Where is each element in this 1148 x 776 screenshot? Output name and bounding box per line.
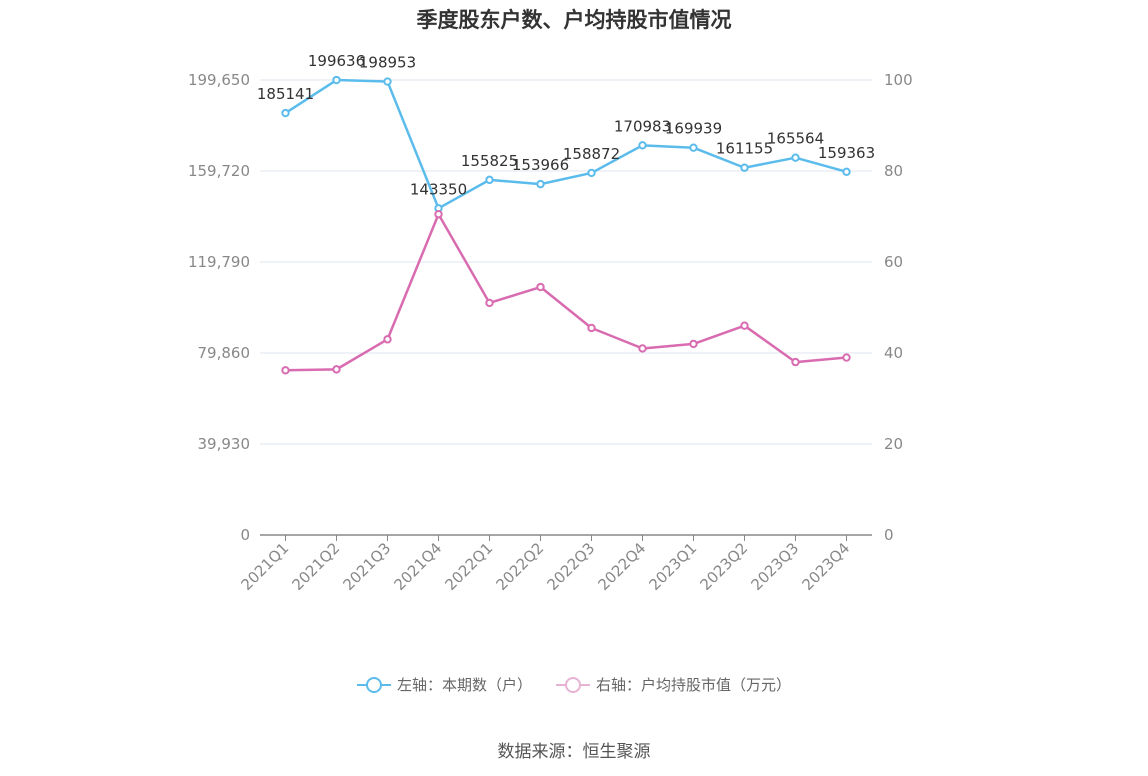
chart-plot: 0 39,930 79,860 119,790 159,720 199,650 0 20 40 6… bbox=[188, 52, 913, 594]
data-label: 155825 bbox=[461, 152, 518, 170]
data-point-avg-holding-value bbox=[587, 323, 596, 333]
legend-swatch-left bbox=[356, 675, 391, 695]
x-axis-tick-label: 2023Q4 bbox=[799, 539, 854, 594]
data-point-shareholders bbox=[740, 163, 749, 172]
x-axis-tick-label: 2021Q2 bbox=[289, 539, 344, 594]
data-point-avg-holding-value bbox=[842, 353, 851, 362]
left-axis-tick-label: 119,790 bbox=[188, 253, 250, 271]
x-axis-tick-label: 2022Q3 bbox=[544, 539, 599, 594]
data-point-avg-holding-value bbox=[740, 321, 749, 330]
legend: 左轴：本期数（户） 右轴：户均持股市值（万元） bbox=[0, 674, 1148, 695]
left-axis-tick-label: 39,930 bbox=[198, 435, 251, 453]
legend-item-right-series[interactable]: 右轴：户均持股市值（万元） bbox=[556, 674, 791, 695]
right-axis-tick-label: 0 bbox=[884, 526, 894, 544]
left-axis-tick-label: 0 bbox=[240, 526, 250, 544]
data-point-avg-holding-value bbox=[689, 339, 698, 349]
data-point-avg-holding-value bbox=[791, 357, 800, 367]
right-axis-tick-label: 20 bbox=[884, 435, 903, 453]
legend-label-left: 左轴：本期数（户） bbox=[396, 676, 532, 694]
data-point-avg-holding-value bbox=[638, 344, 647, 353]
legend-label-right: 右轴：户均持股市值（万元） bbox=[596, 676, 792, 694]
data-point-avg-holding-value bbox=[536, 282, 545, 292]
data-label: 158872 bbox=[563, 145, 620, 163]
right-axis-tick-label: 60 bbox=[884, 253, 903, 271]
series-line-avg-holding-value bbox=[285, 212, 847, 372]
x-axis-tick-label: 2021Q1 bbox=[238, 539, 293, 594]
source-note: 数据来源：恒生聚源 bbox=[497, 742, 651, 762]
x-axis-tick-label: 2021Q3 bbox=[340, 539, 395, 594]
x-axis-tick-label: 2023Q1 bbox=[646, 539, 701, 594]
data-point-shareholders bbox=[842, 167, 851, 177]
right-axis-tick-label: 40 bbox=[884, 344, 903, 362]
data-point-shareholders bbox=[383, 77, 392, 86]
data-point-avg-holding-value bbox=[434, 210, 443, 219]
data-point-shareholders bbox=[332, 75, 341, 85]
data-label: 198953 bbox=[359, 54, 416, 72]
chart-title: 季度股东户数、户均持股市值情况 bbox=[416, 8, 732, 32]
series-line-shareholders bbox=[284, 78, 847, 210]
data-point-shareholders bbox=[791, 153, 800, 162]
left-axis-tick-label: 79,860 bbox=[198, 344, 251, 362]
x-axis-tick-label: 2022Q2 bbox=[493, 539, 548, 594]
data-point-avg-holding-value bbox=[332, 365, 341, 374]
x-axis-tick-label: 2023Q3 bbox=[748, 539, 803, 594]
data-label: 143350 bbox=[410, 180, 467, 198]
legend-item-left-series[interactable]: 左轴：本期数（户） bbox=[356, 674, 532, 695]
data-label: 170983 bbox=[614, 117, 671, 135]
data-point-shareholders bbox=[281, 108, 290, 118]
data-label: 169939 bbox=[665, 120, 722, 138]
data-point-shareholders bbox=[638, 141, 647, 150]
x-axis-tick-label: 2022Q4 bbox=[595, 539, 650, 594]
right-axis-tick-label: 100 bbox=[884, 71, 913, 89]
x-axis-tick-label: 2021Q4 bbox=[391, 539, 446, 594]
data-point-shareholders bbox=[536, 179, 545, 189]
data-point-avg-holding-value bbox=[383, 335, 392, 344]
x-axis-tick-label: 2022Q1 bbox=[442, 539, 497, 594]
data-label: 199636 bbox=[308, 52, 365, 70]
left-axis-tick-label: 199,650 bbox=[188, 71, 250, 89]
left-axis-tick-label: 159,720 bbox=[188, 162, 250, 180]
legend-swatch-right bbox=[556, 675, 590, 695]
data-label: 165564 bbox=[767, 130, 824, 148]
x-axis-tick-label: 2023Q2 bbox=[697, 539, 752, 594]
data-point-avg-holding-value bbox=[281, 366, 290, 375]
data-label: 159363 bbox=[818, 144, 875, 162]
data-point-avg-holding-value bbox=[485, 298, 494, 308]
data-point-shareholders bbox=[689, 143, 698, 152]
right-axis-tick-label: 80 bbox=[884, 162, 903, 180]
data-point-shareholders bbox=[485, 175, 494, 185]
data-label: 161155 bbox=[716, 140, 773, 158]
data-point-shareholders bbox=[587, 168, 596, 178]
data-label: 153966 bbox=[512, 156, 569, 174]
data-label: 185141 bbox=[257, 85, 314, 103]
